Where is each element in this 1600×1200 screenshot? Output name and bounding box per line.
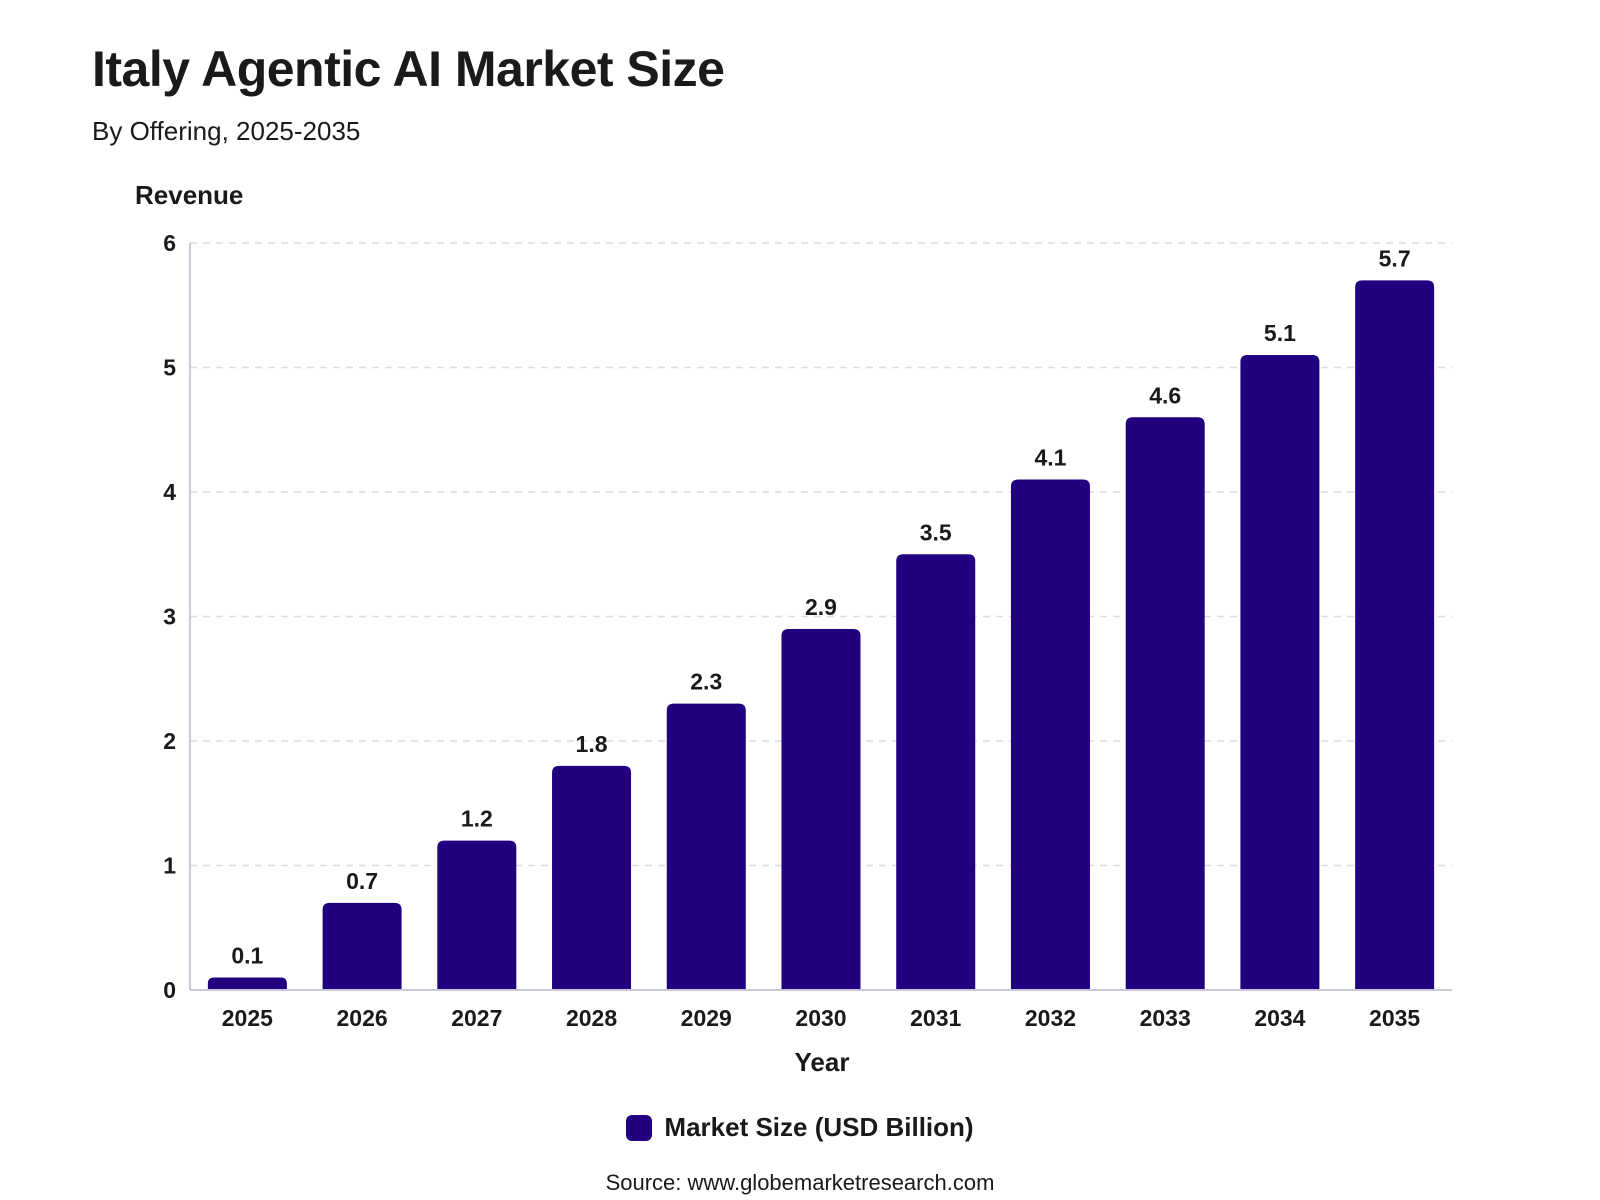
data-label: 3.5: [920, 519, 952, 545]
bar: [437, 840, 517, 990]
bar: [666, 703, 746, 990]
data-label: 4.1: [1034, 445, 1066, 471]
x-tick-label: 2028: [566, 1005, 617, 1031]
y-tick-label: 0: [163, 977, 176, 1003]
legend-label: Market Size (USD Billion): [664, 1112, 974, 1142]
data-label: 5.7: [1379, 245, 1411, 271]
data-label: 2.3: [690, 669, 722, 695]
data-label: 1.2: [461, 806, 493, 832]
legend-swatch: [626, 1114, 653, 1141]
bar: [322, 902, 402, 990]
x-axis-label: Year: [795, 1047, 850, 1077]
data-label: 0.1: [231, 943, 263, 969]
data-label: 1.8: [576, 731, 608, 757]
y-tick-label: 6: [163, 230, 176, 256]
y-axis-label: Revenue: [135, 180, 244, 210]
data-label: 4.6: [1149, 382, 1181, 408]
x-tick-label: 2031: [910, 1005, 961, 1031]
x-tick-label: 2029: [681, 1005, 732, 1031]
x-tick-label: 2030: [795, 1005, 846, 1031]
y-tick-label: 3: [163, 604, 176, 630]
x-tick-label: 2026: [337, 1005, 388, 1031]
bar: [896, 554, 976, 990]
bar: [1010, 479, 1090, 990]
x-tick-label: 2034: [1254, 1005, 1305, 1031]
source-text: Source: www.globemarketresearch.com: [605, 1170, 995, 1195]
y-tick-label: 1: [163, 853, 176, 879]
x-tick-label: 2032: [1025, 1005, 1076, 1031]
bar: [1355, 280, 1435, 991]
x-tick-label: 2025: [222, 1005, 273, 1031]
bar: [781, 628, 861, 990]
bar: [1125, 417, 1205, 990]
bar: [1240, 355, 1320, 990]
bar-chart: 0 1 2 3 4 5 6 0.1 2025 0.7 2026 1.2 2027 1.8 2028 2.3 20…: [163, 230, 1452, 1077]
y-tick-label: 4: [163, 479, 176, 505]
y-tick-label: 5: [163, 355, 176, 381]
legend: Market Size (USD Billion): [0, 1112, 1600, 1143]
data-label: 0.7: [346, 868, 378, 894]
data-label: 2.9: [805, 594, 837, 620]
bar: [552, 765, 632, 990]
x-tick-label: 2033: [1140, 1005, 1191, 1031]
y-tick-label: 2: [163, 728, 176, 754]
bar: [207, 977, 287, 990]
x-tick-label: 2027: [451, 1005, 502, 1031]
chart-subtitle: By Offering, 2025-2035: [92, 116, 361, 146]
data-label: 5.1: [1264, 320, 1296, 346]
chart-title: Italy Agentic AI Market Size: [92, 41, 725, 97]
x-tick-label: 2035: [1369, 1005, 1420, 1031]
